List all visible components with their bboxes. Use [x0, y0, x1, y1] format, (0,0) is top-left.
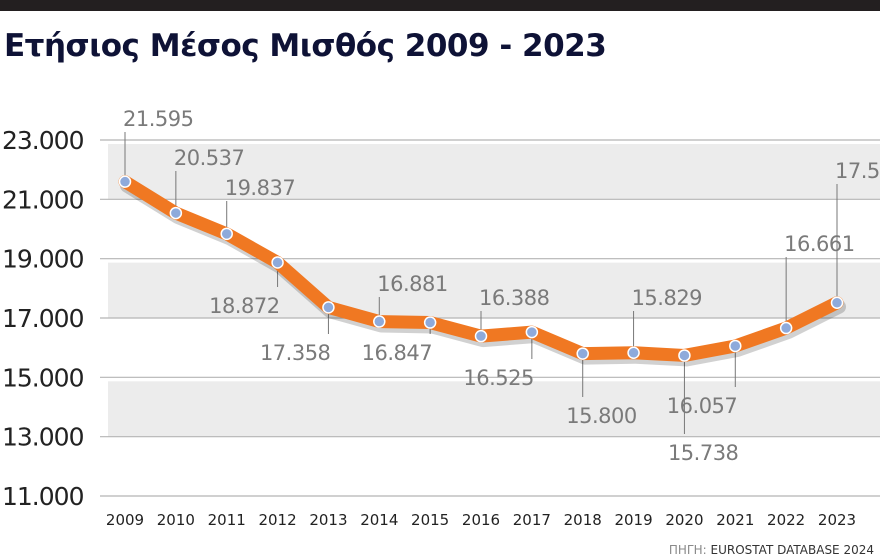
source-note: ΠΗΓΗ: EUROSTAT DATABASE 2024	[669, 543, 874, 557]
data-label: 16.881	[377, 272, 447, 296]
data-label: 21.595	[123, 107, 193, 131]
data-label: 15.800	[566, 404, 636, 428]
x-tick-label: 2023	[818, 511, 856, 529]
data-point	[423, 316, 437, 329]
data-label: 16.388	[479, 286, 549, 310]
data-point	[830, 296, 844, 310]
data-point	[373, 315, 386, 328]
x-tick-label: 2021	[716, 511, 754, 529]
chart-title: Ετήσιος Μέσος Μισθός 2009 - 2023	[4, 28, 607, 64]
data-label: 19.837	[225, 176, 295, 200]
data-label: 20.537	[174, 146, 244, 170]
data-point	[576, 347, 589, 360]
x-tick-label: 2020	[665, 511, 703, 529]
data-point	[729, 339, 742, 353]
x-tick-label: 2009	[106, 511, 144, 529]
x-tick-label: 2014	[360, 511, 398, 529]
x-tick-label: 2019	[614, 511, 652, 529]
x-tick-label: 2018	[564, 511, 602, 529]
data-point	[322, 301, 335, 314]
x-tick-label: 2012	[258, 511, 296, 529]
data-point	[118, 175, 132, 188]
grid-band	[108, 262, 880, 318]
y-tick-label: 21.000	[2, 185, 84, 214]
source-text: EUROSTAT DATABASE 2024	[710, 543, 875, 557]
data-point	[678, 349, 691, 362]
top-bar	[0, 0, 880, 11]
data-label: 15.829	[632, 286, 702, 310]
data-point	[474, 329, 488, 343]
data-label: 17.358	[260, 341, 330, 365]
x-tick-label: 2022	[767, 511, 805, 529]
x-tick-label: 2016	[462, 511, 500, 529]
data-label: 16.847	[362, 341, 432, 365]
y-tick-label: 23.000	[2, 126, 84, 155]
y-tick-label: 17.000	[2, 304, 84, 333]
grid-band	[108, 144, 880, 200]
x-tick-label: 2013	[309, 511, 347, 529]
data-point	[220, 227, 233, 241]
x-tick-label: 2010	[157, 511, 195, 529]
data-point	[627, 346, 640, 359]
data-label: 16.057	[667, 394, 737, 418]
data-label: 18.872	[209, 294, 279, 318]
x-tick-label: 2011	[208, 511, 246, 529]
data-point	[169, 206, 183, 220]
data-label: 15.738	[668, 441, 738, 465]
y-tick-label: 19.000	[2, 245, 84, 274]
y-tick-label: 15.000	[2, 363, 84, 392]
data-point	[525, 325, 539, 339]
data-label: 16.661	[784, 232, 854, 256]
data-label: 16.525	[463, 366, 533, 390]
y-tick-label: 13.000	[2, 423, 84, 452]
source-label: ΠΗΓΗ:	[668, 543, 707, 557]
x-tick-label: 2015	[411, 511, 449, 529]
grid-band	[108, 381, 880, 437]
data-point	[779, 321, 793, 335]
data-label: 17.514	[835, 159, 880, 183]
data-point	[271, 256, 284, 269]
x-tick-label: 2017	[513, 511, 551, 529]
y-tick-label: 11.000	[2, 482, 84, 511]
